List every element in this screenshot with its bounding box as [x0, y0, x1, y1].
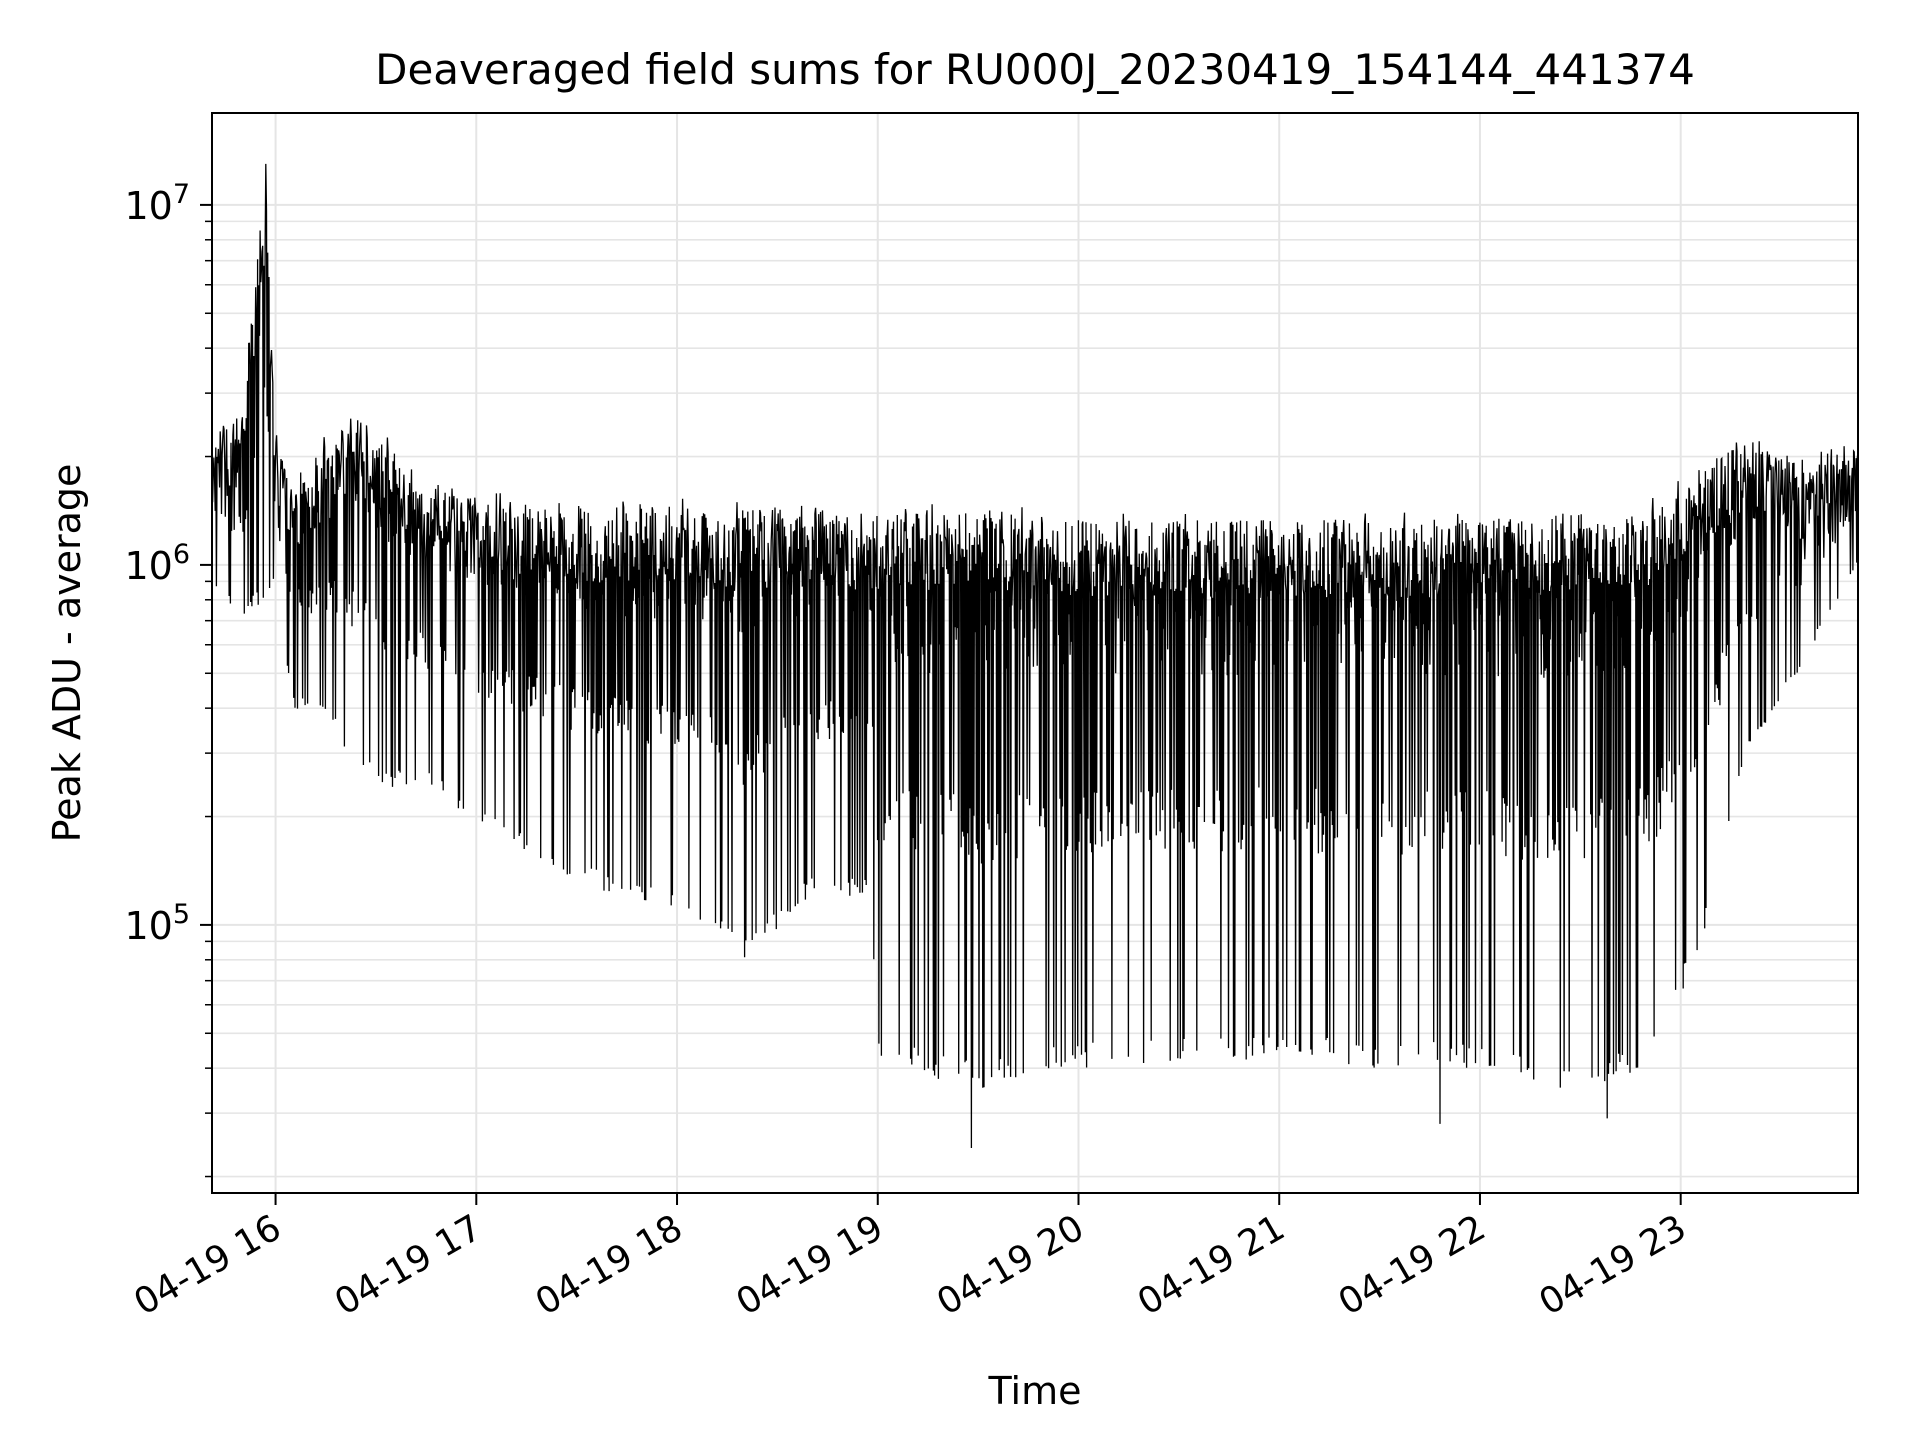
y-tick-label: 106	[124, 539, 190, 588]
plot-frame	[211, 112, 1859, 1194]
x-tick-label: 04-19 20	[930, 1207, 1091, 1323]
series-layer	[212, 163, 1858, 1149]
y-tick-label: 105	[124, 899, 190, 948]
x-axis-label: Time	[988, 1369, 1082, 1413]
series-line-field-sums	[212, 163, 1858, 1149]
x-tick-label: 04-19 18	[529, 1207, 690, 1323]
x-tick-label: 04-19 19	[730, 1207, 891, 1323]
chart-title: Deaveraged field sums for RU000J_2023041…	[375, 45, 1695, 94]
x-tick-label: 04-19 22	[1332, 1207, 1493, 1323]
y-tick-label: 107	[124, 179, 190, 228]
x-tick-label: 04-19 17	[328, 1207, 489, 1323]
x-tick-label: 04-19 23	[1533, 1207, 1694, 1323]
x-tick-label: 04-19 16	[127, 1207, 288, 1323]
y-axis-label: Peak ADU - average	[45, 464, 89, 843]
x-tick-label: 04-19 21	[1131, 1207, 1292, 1323]
